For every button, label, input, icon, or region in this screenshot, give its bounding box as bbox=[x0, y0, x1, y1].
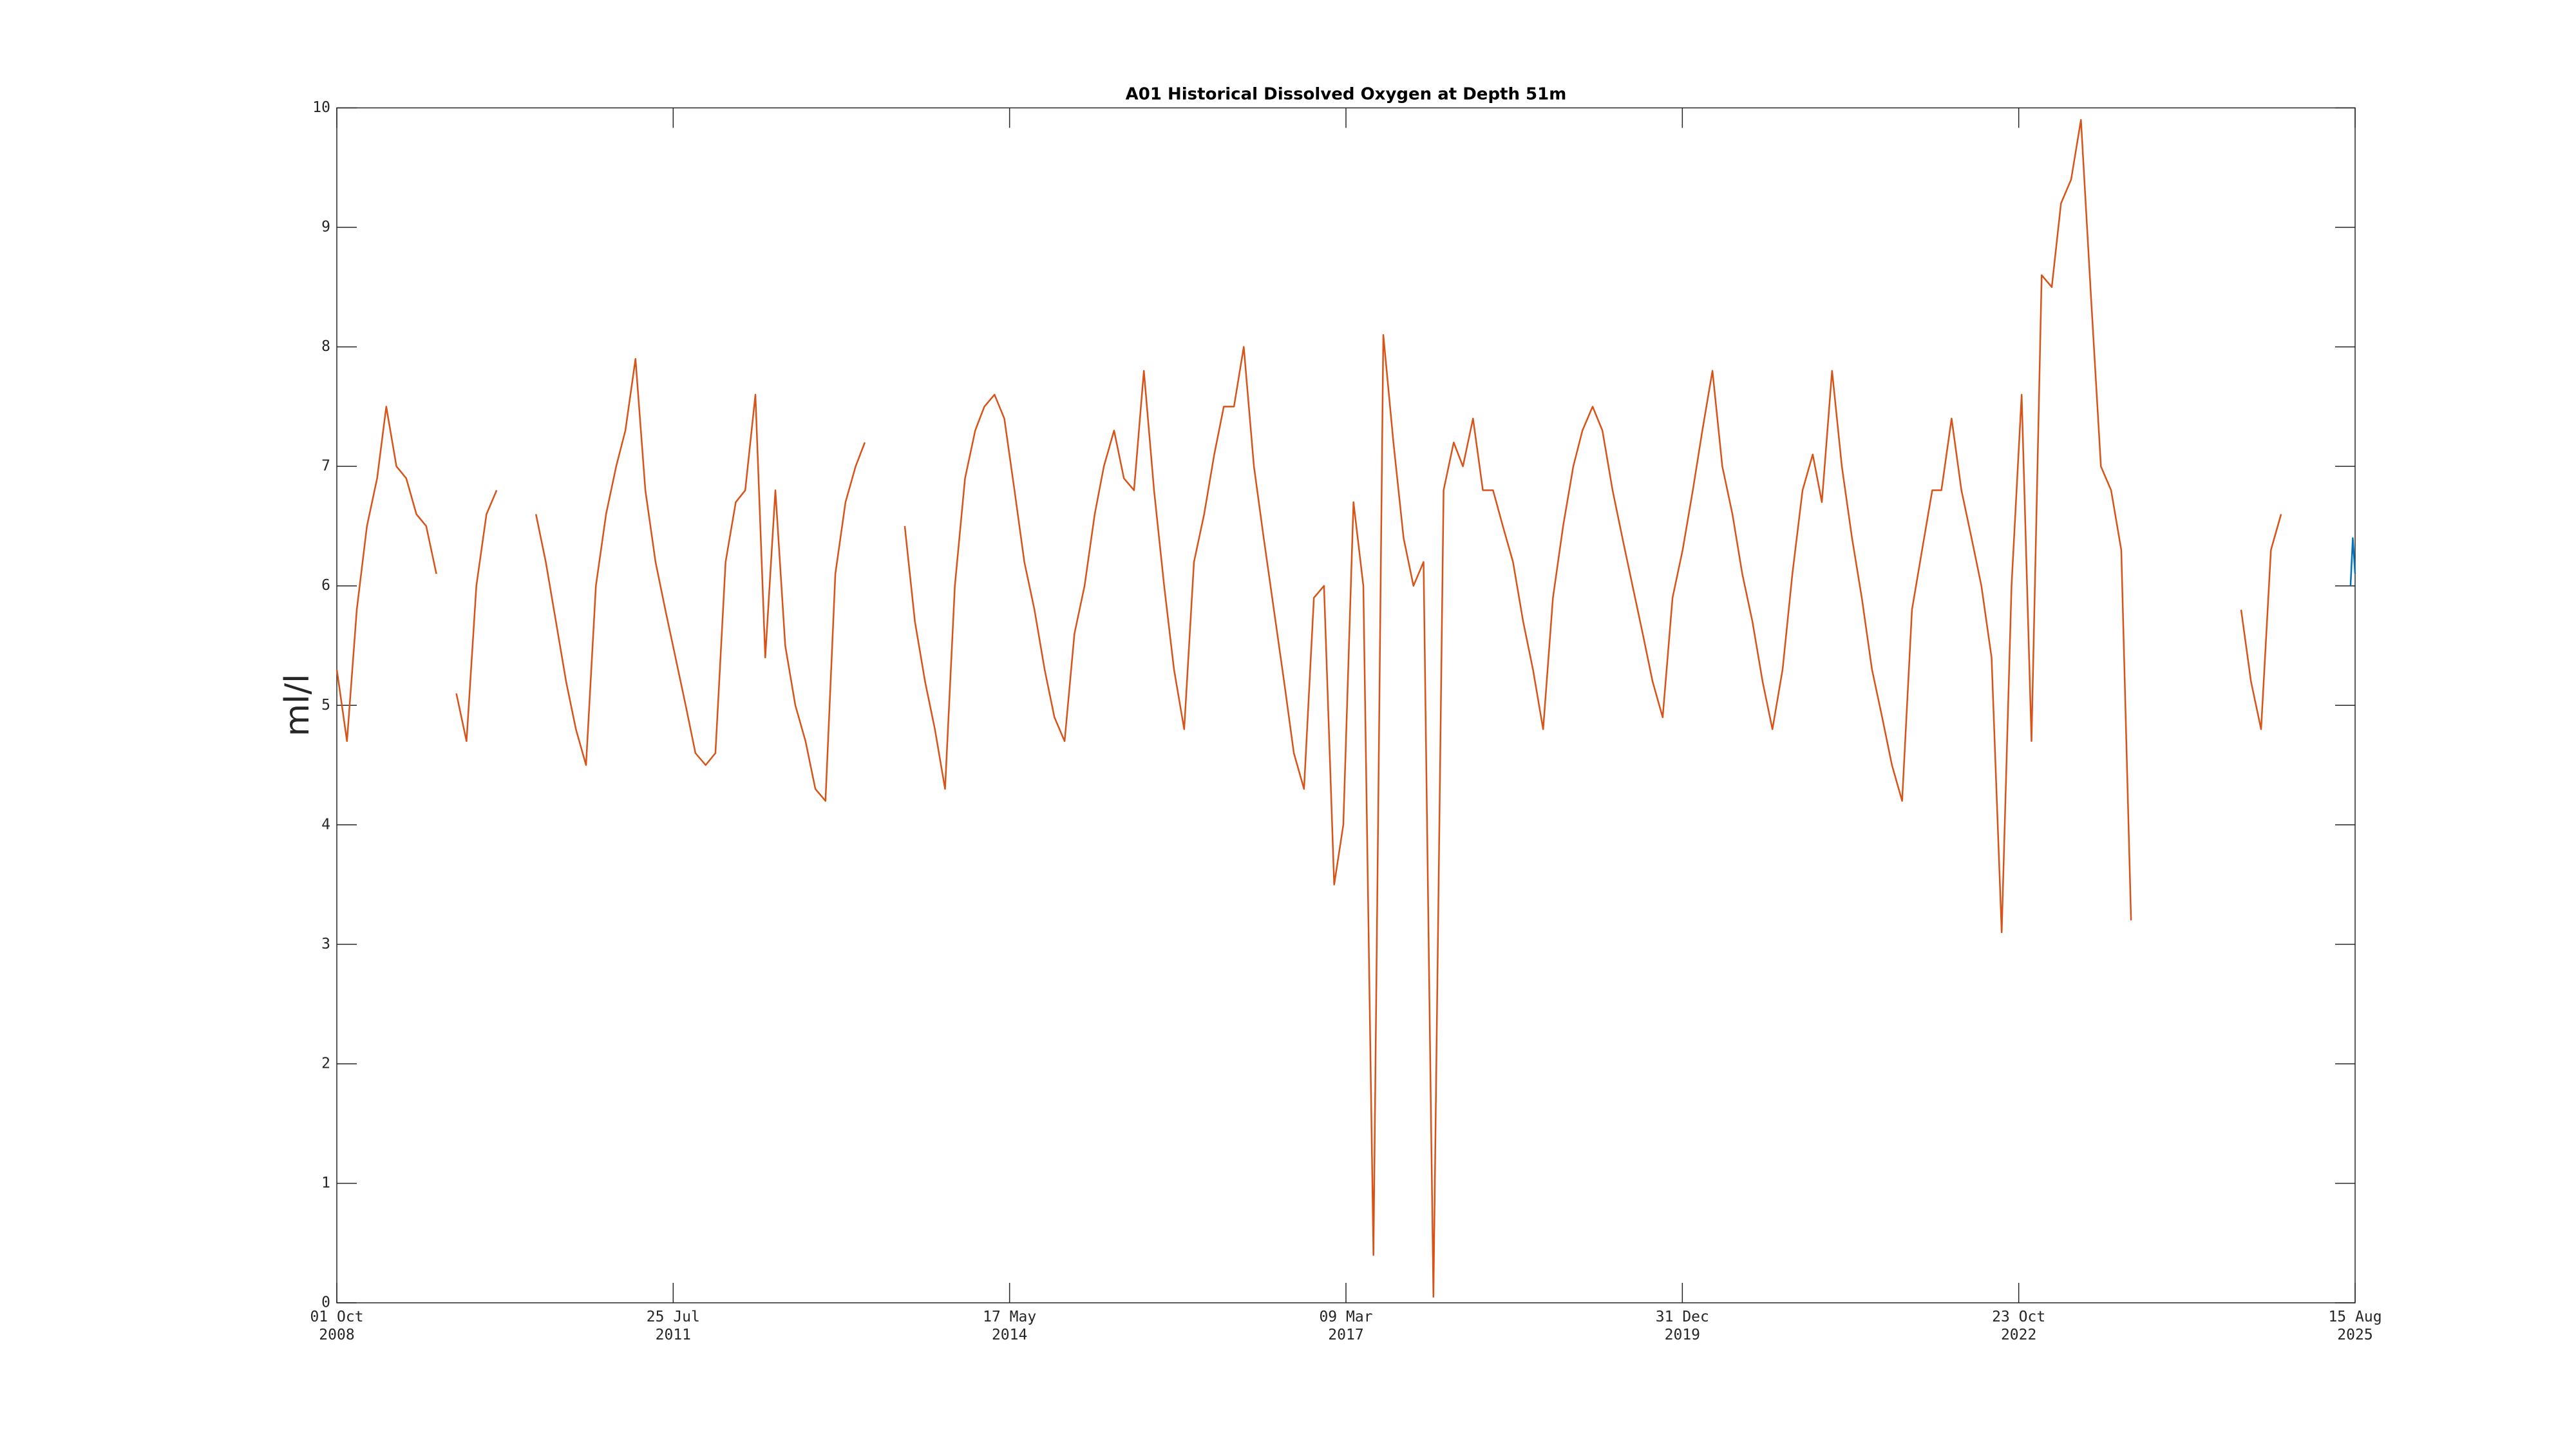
data-line bbox=[535, 357, 866, 802]
x-tick-label: 01 Oct 2008 bbox=[310, 1309, 364, 1343]
x-tick-label: 17 May 2014 bbox=[983, 1309, 1037, 1343]
chart-title: A01 Historical Dissolved Oxygen at Depth… bbox=[1126, 85, 1567, 104]
data-line bbox=[2349, 537, 2356, 586]
x-tick-label: 23 Oct 2022 bbox=[1992, 1309, 2046, 1343]
x-tick-label: 25 Jul 2011 bbox=[646, 1309, 700, 1343]
data-line bbox=[455, 489, 498, 743]
y-tick-label: 5 bbox=[321, 697, 330, 714]
data-line bbox=[904, 118, 2132, 1298]
y-tick-label: 2 bbox=[321, 1055, 330, 1072]
y-tick-label: 4 bbox=[321, 816, 330, 833]
y-tick-label: 1 bbox=[321, 1175, 330, 1191]
y-tick-label: 0 bbox=[321, 1294, 330, 1311]
y-tick-label: 10 bbox=[312, 99, 330, 116]
x-tick-label: 09 Mar 2017 bbox=[1319, 1309, 1373, 1343]
y-tick-label: 9 bbox=[321, 219, 330, 236]
x-tick-label: 31 Dec 2019 bbox=[1655, 1309, 1709, 1343]
data-line bbox=[336, 406, 437, 743]
y-tick-label: 8 bbox=[321, 338, 330, 355]
y-axis-label: ml/l bbox=[278, 674, 317, 736]
y-tick-label: 3 bbox=[321, 936, 330, 952]
x-tick-label: 15 Aug 2025 bbox=[2328, 1309, 2382, 1343]
y-tick-label: 6 bbox=[321, 577, 330, 594]
y-tick-label: 7 bbox=[321, 458, 330, 475]
data-line bbox=[2240, 514, 2282, 730]
